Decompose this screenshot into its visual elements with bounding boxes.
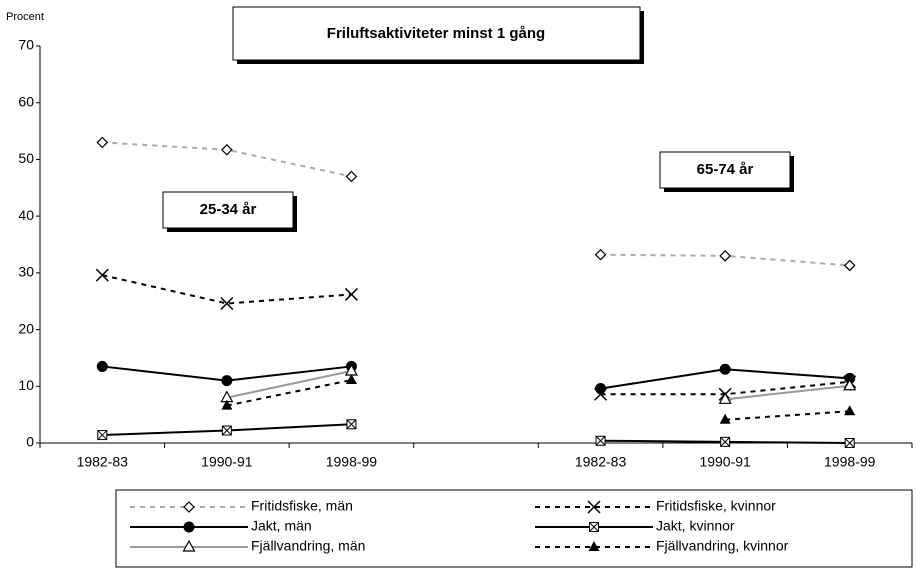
marker bbox=[183, 501, 195, 513]
legend-label: Jakt, män bbox=[251, 518, 312, 534]
marker bbox=[346, 419, 357, 430]
x-tick-label: 1990-91 bbox=[699, 454, 751, 470]
x-tick-label: 1982-83 bbox=[77, 454, 129, 470]
marker bbox=[97, 430, 108, 441]
y-tick-label: 10 bbox=[18, 377, 34, 393]
series-line bbox=[102, 365, 850, 390]
x-tick-label: 1990-91 bbox=[201, 454, 253, 470]
series-line bbox=[102, 423, 850, 444]
marker bbox=[719, 249, 731, 262]
y-tick-label: 0 bbox=[26, 434, 34, 450]
annotation-box bbox=[659, 151, 791, 189]
legend-box bbox=[115, 489, 913, 568]
marker bbox=[718, 392, 732, 404]
marker bbox=[595, 383, 607, 395]
marker bbox=[720, 436, 731, 447]
marker bbox=[719, 413, 731, 424]
x-tick-label: 1998-99 bbox=[824, 454, 876, 470]
marker bbox=[220, 296, 234, 311]
y-axis-label: Procent bbox=[6, 11, 44, 23]
marker bbox=[95, 268, 109, 282]
marker bbox=[588, 541, 600, 551]
y-tick-label: 60 bbox=[18, 93, 34, 109]
title-box bbox=[232, 6, 641, 61]
legend-label: Fritidsfiske, män bbox=[251, 498, 353, 514]
y-tick-label: 50 bbox=[18, 150, 34, 166]
marker bbox=[221, 399, 233, 410]
annotation-box bbox=[162, 191, 294, 229]
legend-label: Jakt, kvinnor bbox=[656, 518, 735, 534]
marker bbox=[843, 378, 857, 391]
y-tick-label: 70 bbox=[18, 37, 34, 53]
marker bbox=[345, 170, 358, 183]
marker bbox=[595, 435, 606, 446]
marker bbox=[221, 425, 232, 436]
marker bbox=[719, 363, 731, 375]
series-line bbox=[226, 369, 850, 401]
x-tick-label: 1998-99 bbox=[326, 454, 378, 470]
marker bbox=[182, 539, 196, 552]
marker bbox=[183, 521, 195, 533]
marker bbox=[344, 287, 358, 301]
marker bbox=[844, 372, 856, 384]
marker bbox=[221, 375, 233, 387]
legend-label: Fritidsfiske, kvinnor bbox=[656, 498, 776, 514]
y-tick-label: 20 bbox=[18, 320, 34, 336]
annotation: 25-34 år bbox=[200, 201, 257, 218]
marker bbox=[589, 522, 599, 532]
series-line bbox=[226, 379, 850, 421]
marker bbox=[345, 374, 357, 385]
y-tick-label: 30 bbox=[18, 264, 34, 280]
legend-label: Fjällvandring, kvinnor bbox=[656, 538, 789, 554]
marker bbox=[221, 143, 233, 156]
marker bbox=[844, 438, 855, 448]
marker bbox=[843, 259, 856, 272]
series-line bbox=[102, 274, 850, 396]
legend-label: Fjällvandring, män bbox=[251, 538, 365, 554]
marker bbox=[96, 136, 109, 149]
x-tick-label: 1982-83 bbox=[575, 454, 627, 470]
marker bbox=[587, 500, 601, 514]
chart-title: Friluftsaktiviteter minst 1 gång bbox=[327, 25, 545, 42]
marker bbox=[96, 360, 108, 372]
marker bbox=[844, 405, 856, 416]
marker bbox=[594, 248, 607, 261]
annotation: 65-74 år bbox=[697, 161, 754, 178]
y-tick-label: 40 bbox=[18, 207, 34, 223]
